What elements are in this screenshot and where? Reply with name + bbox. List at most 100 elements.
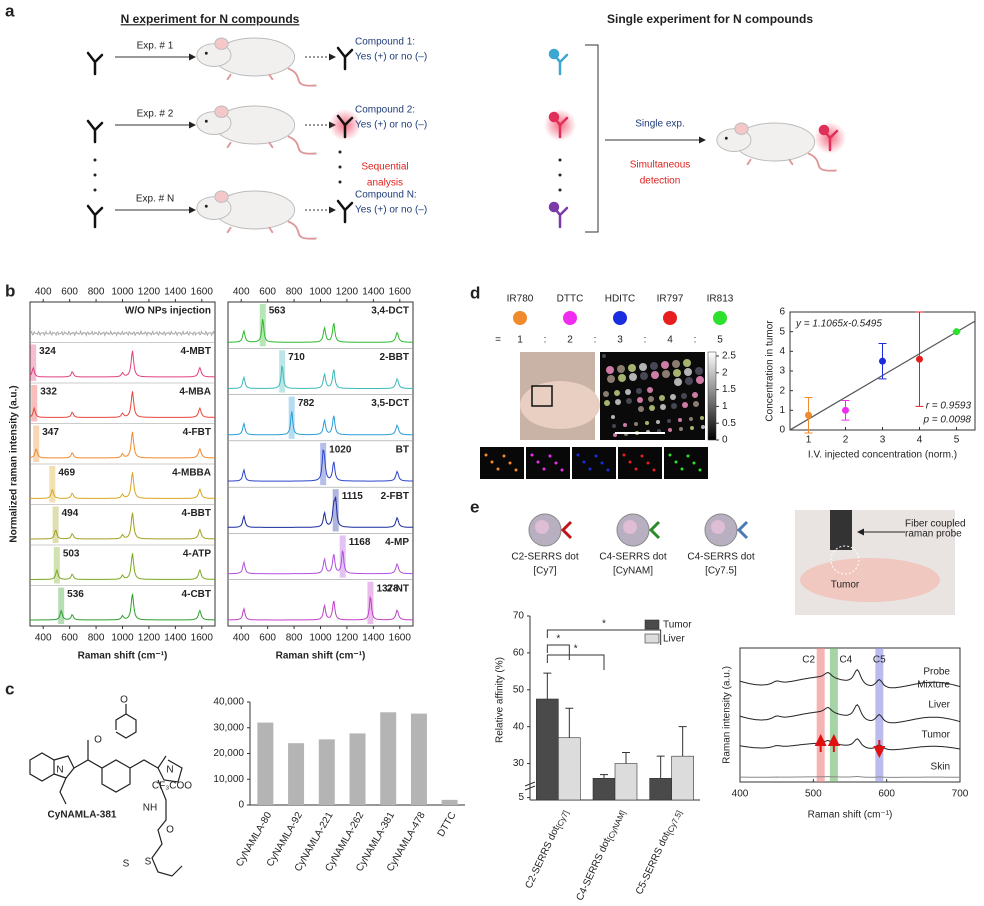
- molecule-bond: [129, 755, 167, 769]
- legend-label: Tumor: [663, 620, 692, 631]
- antibody-head: [548, 111, 560, 123]
- channel-image: [618, 447, 662, 479]
- channel-spot: [600, 461, 604, 465]
- legend-label: Liver: [663, 634, 685, 645]
- x-tick-label: 1200: [138, 633, 161, 644]
- series-label: 2-FBT: [381, 491, 409, 502]
- map-spot: [683, 359, 691, 367]
- y-tick-label: 2: [779, 385, 785, 396]
- antibody-icon: [336, 46, 354, 71]
- x-tick-label: 600: [61, 633, 78, 644]
- y-axis-label: Raman intensity (a.u.): [722, 666, 733, 764]
- channel-spot: [542, 467, 546, 471]
- channel-spot: [652, 468, 656, 472]
- map-spot: [684, 368, 692, 376]
- peak-band: [53, 547, 60, 584]
- colorbar-label: 2.5: [722, 351, 736, 362]
- y-tick-label: 5: [518, 792, 524, 803]
- map-spot: [607, 375, 615, 383]
- x-tick-label: 1400: [362, 633, 385, 644]
- y-axis-label: Relative affinity (%): [495, 657, 506, 743]
- mouse-feet: [746, 158, 794, 166]
- y-tick-label: 30: [513, 758, 525, 769]
- note: Simultaneous: [630, 160, 691, 171]
- peak-band: [259, 304, 266, 347]
- dye-tag: [736, 520, 749, 540]
- peak-label: 347: [42, 427, 59, 438]
- molecule-name: CyNAMLA-381: [48, 810, 117, 821]
- peak-label: 503: [63, 549, 80, 560]
- dot: [338, 165, 342, 169]
- x-tick-label: 600: [61, 287, 78, 298]
- legend-swatch: [644, 633, 660, 644]
- roi-box: [531, 385, 553, 407]
- mouse-ear: [214, 190, 229, 203]
- dye-name: IR797: [657, 294, 684, 305]
- colorbar-label: 0: [722, 435, 728, 446]
- series-label: 2-BBT: [380, 352, 409, 363]
- x-tick-label: 1000: [309, 633, 332, 644]
- peak-label: 710: [288, 352, 305, 363]
- channel-spot: [692, 461, 696, 465]
- x-tick-label: 700: [952, 789, 969, 800]
- ratio: 2: [567, 335, 573, 346]
- antibody-icon: [548, 48, 569, 76]
- spectrum: [29, 329, 216, 337]
- map-spot: [674, 378, 682, 386]
- result-label: Yes (+) or no (–): [355, 205, 427, 216]
- raman-trace: [739, 738, 961, 751]
- y-tick-label: 0: [238, 800, 244, 811]
- panel-label: c: [5, 679, 14, 698]
- dye-name: DTTC: [557, 294, 584, 305]
- sig-bracket: [546, 654, 605, 670]
- x-tick-label: 1200: [138, 287, 161, 298]
- bar: [380, 712, 397, 805]
- x-tick-label: 4: [917, 435, 923, 446]
- trace-label: Liver: [928, 700, 950, 711]
- antibody-icon: [336, 199, 354, 224]
- note: Single exp.: [635, 119, 684, 130]
- map-spot: [614, 390, 620, 396]
- note: Sequential: [361, 162, 408, 173]
- channel-spot: [634, 467, 638, 471]
- ratio-sep: :: [644, 335, 647, 346]
- y-tick-label: 3: [779, 366, 785, 377]
- error-bar: [543, 672, 552, 699]
- peak-label: 1020: [329, 444, 352, 455]
- x-tick-label: 1600: [191, 633, 214, 644]
- series-label: 3,4-DCT: [371, 306, 409, 317]
- y-tick-label: 20,000: [213, 748, 244, 759]
- x-axis-label: Raman shift (cm⁻¹): [78, 651, 168, 662]
- channel-spot: [622, 453, 626, 457]
- x-tick-label: 1000: [111, 287, 134, 298]
- channel-spot: [668, 453, 672, 457]
- spectrum: [228, 550, 413, 575]
- antibody: [336, 46, 354, 71]
- mouse-icon: [196, 105, 317, 155]
- dot: [338, 180, 342, 184]
- exp-label: Exp. # 2: [137, 109, 174, 120]
- map-spot: [660, 404, 666, 410]
- spectrum: [30, 593, 215, 621]
- dot-name: C4-SERRS dot: [687, 552, 754, 563]
- series-label: 4-MBT: [180, 346, 211, 357]
- antibody-icon: [818, 124, 839, 152]
- y-tick-label: 70: [513, 611, 525, 622]
- spectrum: [228, 411, 413, 436]
- plot-frame: [739, 647, 961, 783]
- trace-label: Probe: [923, 667, 950, 678]
- dye-dot: [713, 311, 727, 325]
- subscript: [Cy7.5]: [665, 809, 684, 836]
- dot-dye: [CyNAM]: [613, 566, 653, 577]
- ratio-sep: :: [544, 335, 547, 346]
- raman-trace: [739, 668, 961, 689]
- compound-label: Compound N:: [355, 190, 417, 201]
- channel-spot: [588, 467, 592, 471]
- colorbar-label: 0.5: [722, 418, 736, 429]
- panel-label: a: [5, 1, 15, 20]
- axis-break: [524, 781, 536, 791]
- x-tick-label: 400: [35, 633, 52, 644]
- peak-band: [332, 489, 339, 532]
- mouse-photo-body: [800, 558, 940, 602]
